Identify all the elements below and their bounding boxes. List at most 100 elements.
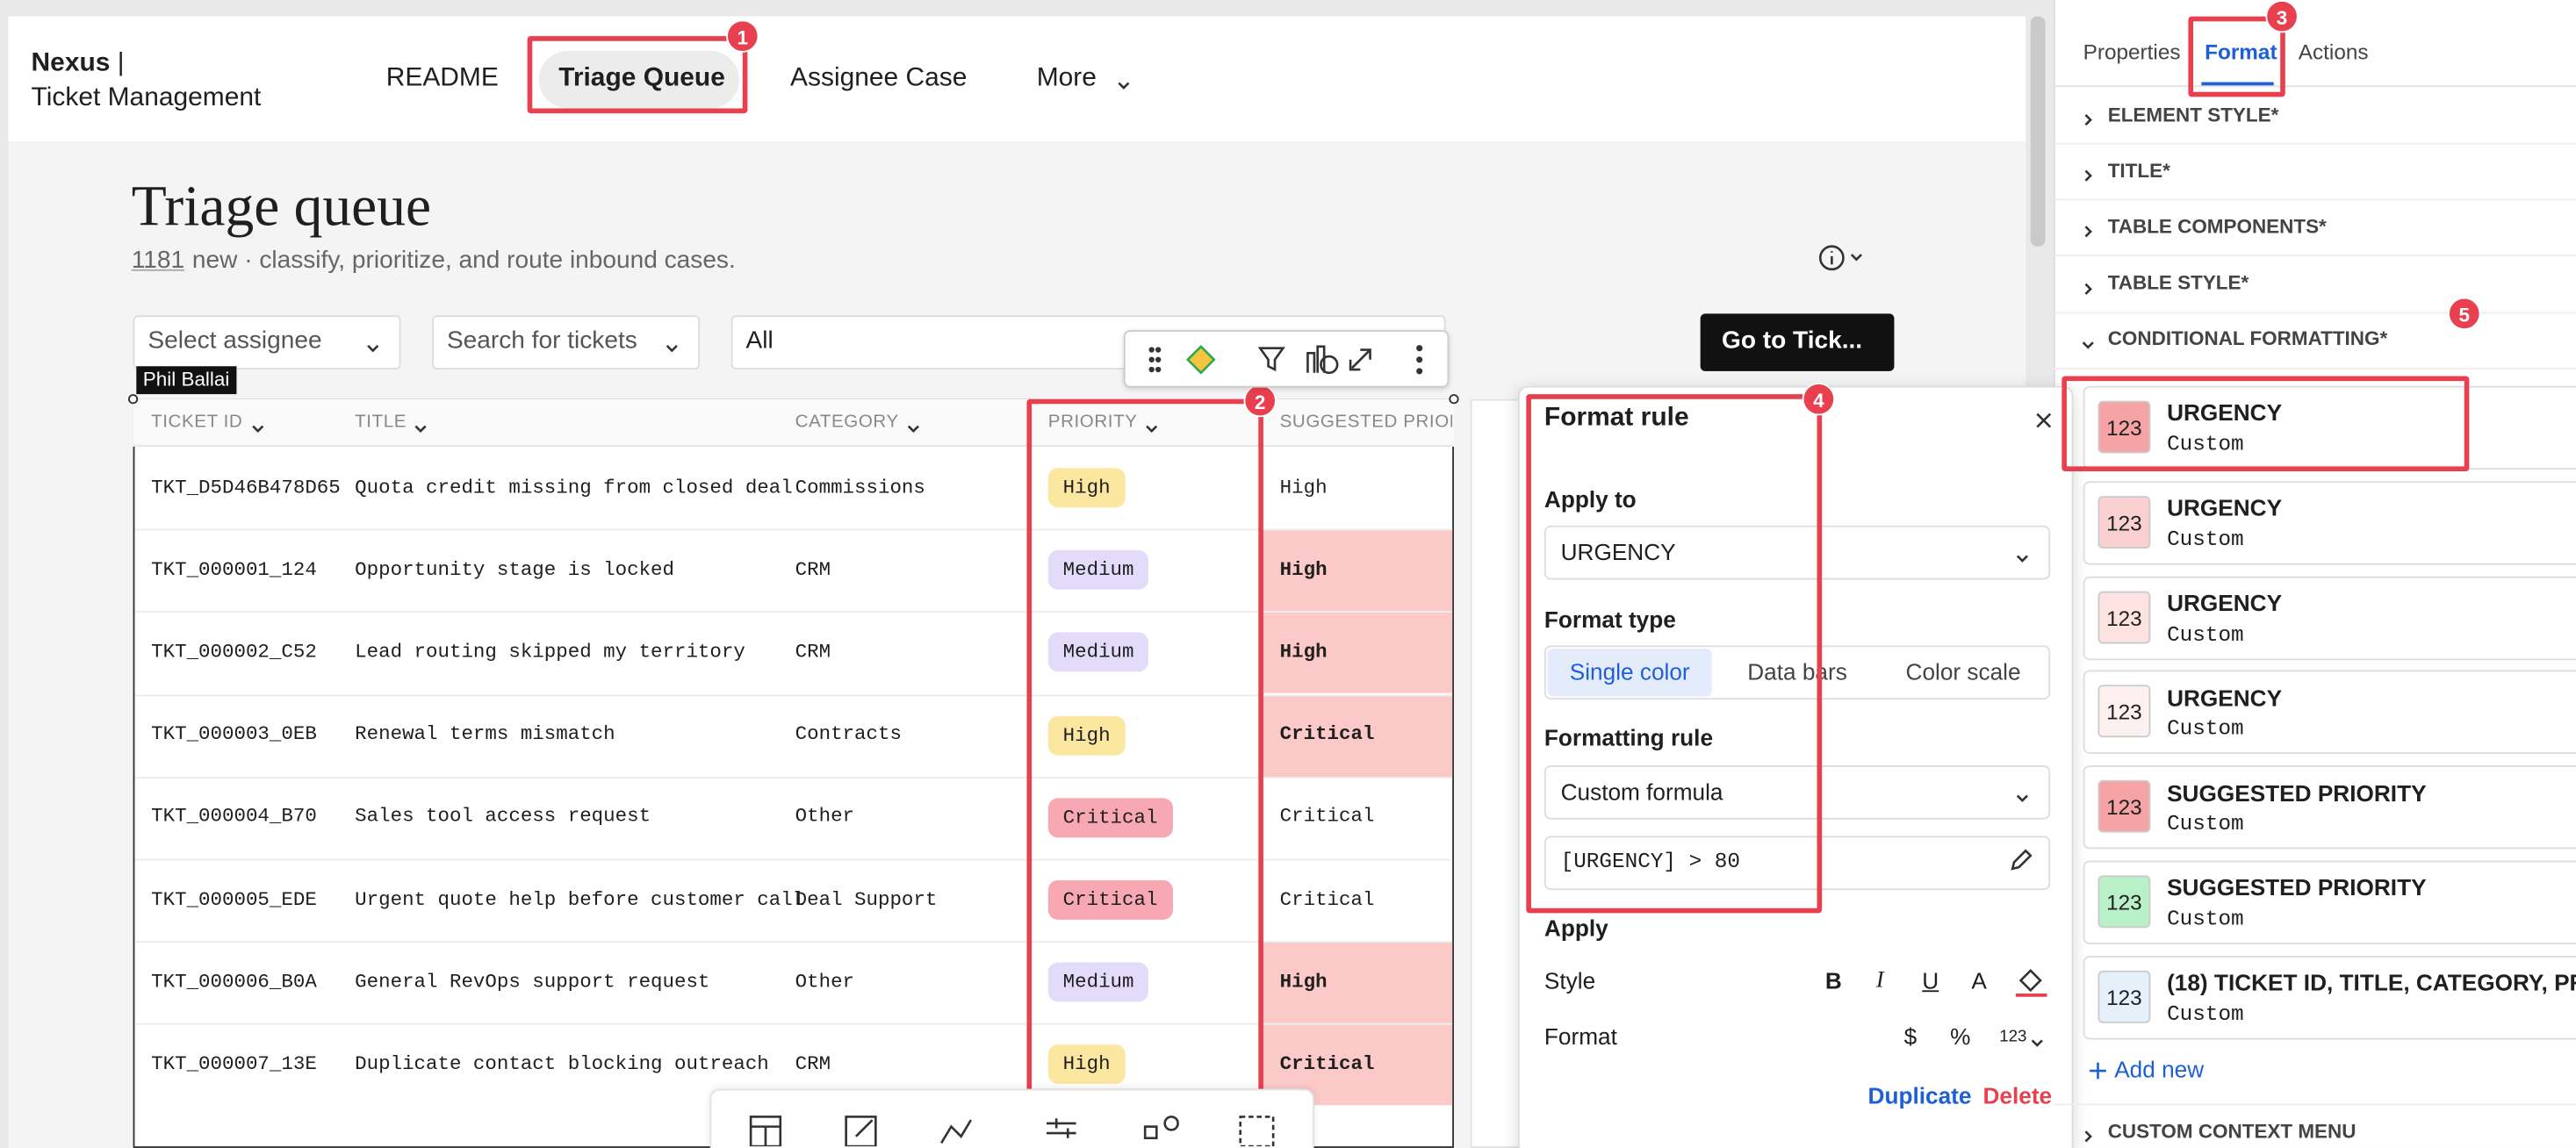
rule-card[interactable]: [2083, 480, 2576, 565]
filter-input[interactable]: [133, 315, 401, 370]
fill-color-icon-svg: [2015, 969, 2047, 997]
section-header[interactable]: TABLE STYLE*: [2107, 271, 2249, 295]
annotation-badge: 4: [1802, 382, 1836, 416]
section-chevron: [2080, 332, 2097, 349]
table: [133, 398, 1454, 1148]
section-header[interactable]: ELEMENT STYLE*: [2107, 103, 2279, 126]
nav-item[interactable]: More: [1036, 64, 1097, 92]
sort-chevron-svg: [252, 425, 264, 434]
rule-name: URGENCY: [2167, 684, 2283, 711]
style-button[interactable]: A: [1971, 967, 1987, 994]
ticket-count: 1181: [131, 246, 185, 274]
rule-type: Custom: [2167, 621, 2244, 647]
style-button[interactable]: I: [1875, 969, 1884, 994]
select-chevron-svg: [2016, 794, 2028, 803]
go-button-text[interactable]: Go to Tick...: [1721, 326, 1863, 355]
priority-badge: Medium: [1047, 962, 1149, 1002]
add-icon-svg: [2090, 1062, 2106, 1080]
row-divider: [134, 941, 1453, 944]
tooltip: Phil Ballai: [136, 366, 236, 394]
rule-card[interactable]: [2083, 955, 2576, 1040]
filter-chevron-svg: [367, 344, 379, 353]
table-cell: Lead routing skipped my territory: [355, 640, 745, 664]
priority-badge: High: [1047, 715, 1126, 755]
apply-to-select[interactable]: [1543, 525, 2051, 580]
section-header[interactable]: TABLE COMPONENTS*: [2107, 215, 2327, 239]
rule-name: URGENCY: [2167, 399, 2283, 427]
info-icon-svg: [1818, 245, 1862, 271]
header-bar: [8, 16, 2026, 141]
priority-badge: Medium: [1047, 550, 1149, 591]
section-header[interactable]: CUSTOM CONTEXT MENU: [2107, 1119, 2357, 1143]
filter-text: All: [745, 326, 774, 355]
edit-icon: [2008, 848, 2034, 874]
rule-type: Custom: [2167, 1001, 2244, 1026]
nav-item[interactable]: README: [385, 64, 499, 92]
column-header: CATEGORY: [795, 412, 899, 433]
format-type-toggle: [1543, 645, 2051, 700]
column-header: TICKET ID: [151, 412, 243, 433]
annotation-badge: 3: [2265, 0, 2299, 33]
section-header[interactable]: CONDITIONAL FORMATTING*: [2107, 327, 2388, 351]
section-chevron-svg: [2084, 1130, 2092, 1143]
table-cell: General RevOps support request: [355, 970, 710, 994]
format-button[interactable]: %: [1950, 1023, 1971, 1051]
rule-name: SUGGESTED PRIORITY: [2167, 874, 2427, 900]
sidebar-tab[interactable]: Properties: [2083, 39, 2181, 64]
table-cell: TKT_000004_B70: [151, 805, 317, 829]
nav-item[interactable]: Assignee Case: [790, 64, 968, 92]
section-divider: [2053, 198, 2576, 201]
suggested-priority: High: [1279, 970, 1328, 994]
row-divider: [134, 611, 1453, 613]
formula-input[interactable]: [1543, 836, 2051, 891]
rule-card[interactable]: [2083, 576, 2576, 660]
rule-card[interactable]: [2083, 671, 2576, 755]
rule-card[interactable]: [2083, 385, 2576, 470]
section-divider: [2053, 1103, 2576, 1106]
sidebar-tab[interactable]: Actions: [2298, 39, 2369, 64]
filter-chevron: [364, 335, 381, 353]
section-chevron: [2080, 163, 2097, 183]
section-chevron-svg: [2082, 341, 2094, 349]
rule-card[interactable]: [2083, 860, 2576, 944]
suggested-highlight: [1262, 530, 1453, 612]
nav-item[interactable]: Triage Queue: [558, 64, 725, 92]
annotation-badge: 1: [726, 19, 759, 53]
format-button[interactable]: $: [1903, 1023, 1918, 1051]
section-header[interactable]: TITLE*: [2107, 159, 2170, 183]
filter-input[interactable]: [432, 315, 701, 370]
rule-swatch: 123: [2097, 495, 2151, 549]
style-button[interactable]: U: [1922, 967, 1939, 994]
format-type-option[interactable]: Color scale: [1905, 658, 2021, 685]
format-type-option[interactable]: Data bars: [1747, 658, 1847, 685]
duplicate-button[interactable]: Duplicate: [1867, 1082, 1972, 1109]
section-divider: [2053, 255, 2576, 257]
element-toolbar: [1123, 330, 1450, 388]
go-button[interactable]: [1700, 313, 1895, 371]
delete-button[interactable]: Delete: [1982, 1082, 2053, 1109]
sort-chevron: [249, 415, 266, 434]
format-type-option[interactable]: Single color: [1547, 649, 1712, 697]
style-label: Style: [1543, 967, 1596, 994]
rule-select[interactable]: [1543, 764, 2051, 820]
brand-product: Ticket Management: [31, 83, 262, 112]
sort-chevron: [905, 415, 922, 434]
section-divider: [2053, 367, 2576, 370]
rule-swatch: 123: [2097, 780, 2151, 834]
rule-type: Custom: [2167, 716, 2244, 742]
format-button[interactable]: 123: [1999, 1027, 2027, 1046]
sidebar-tab[interactable]: Format: [2205, 39, 2277, 64]
rule-swatch: 123: [2097, 685, 2151, 738]
rule-card[interactable]: [2083, 765, 2576, 850]
suggested-highlight: [1262, 943, 1453, 1024]
section-chevron-svg: [2084, 114, 2092, 126]
style-button[interactable]: B: [1824, 967, 1842, 994]
section-divider: [2053, 142, 2576, 145]
row-divider: [134, 776, 1453, 778]
add-new-button[interactable]: Add new: [2114, 1056, 2205, 1083]
column-header: TITLE: [355, 412, 407, 433]
edit-icon-svg: [2011, 849, 2033, 871]
suggested-priority: High: [1279, 557, 1328, 581]
suggested-highlight: [1262, 695, 1453, 777]
table-cell: Contracts: [795, 722, 902, 746]
